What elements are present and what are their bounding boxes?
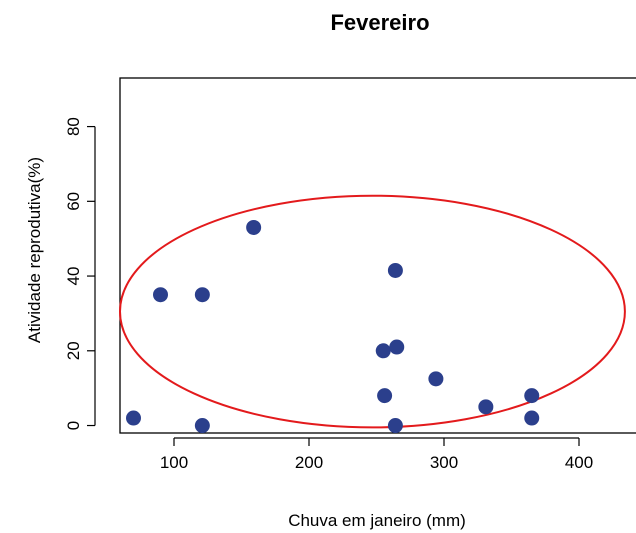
x-axis-label: Chuva em janeiro (mm)	[288, 511, 466, 530]
data-point	[428, 371, 444, 387]
x-tick-label: 400	[565, 453, 593, 472]
data-point	[389, 339, 405, 355]
data-point	[478, 399, 494, 415]
data-point	[387, 418, 403, 433]
data-point	[387, 262, 403, 278]
x-axis: 100 200 300 400	[160, 437, 593, 472]
y-axis: 0 20 40 60 80	[64, 117, 96, 430]
y-tick-label: 40	[64, 267, 83, 286]
x-tick-label: 300	[430, 453, 458, 472]
y-tick-label: 20	[64, 341, 83, 360]
data-point	[194, 418, 210, 433]
x-tick-label: 100	[160, 453, 188, 472]
y-axis-label: Atividade reprodutiva(%)	[25, 157, 44, 343]
data-point	[126, 410, 141, 426]
data-point	[246, 219, 262, 235]
chart-title: Fevereiro	[330, 10, 430, 35]
y-tick-label: 80	[64, 117, 83, 136]
highlight-ellipse	[119, 194, 626, 429]
data-point	[194, 287, 210, 303]
data-point	[524, 410, 540, 426]
data-points	[126, 219, 540, 433]
data-point	[524, 388, 540, 404]
data-point	[375, 343, 391, 359]
data-point	[377, 388, 393, 404]
x-tick-label: 200	[295, 453, 323, 472]
data-point	[153, 287, 168, 303]
y-tick-label: 0	[64, 421, 83, 430]
y-tick-label: 60	[64, 192, 83, 211]
plot-frame	[119, 77, 636, 434]
